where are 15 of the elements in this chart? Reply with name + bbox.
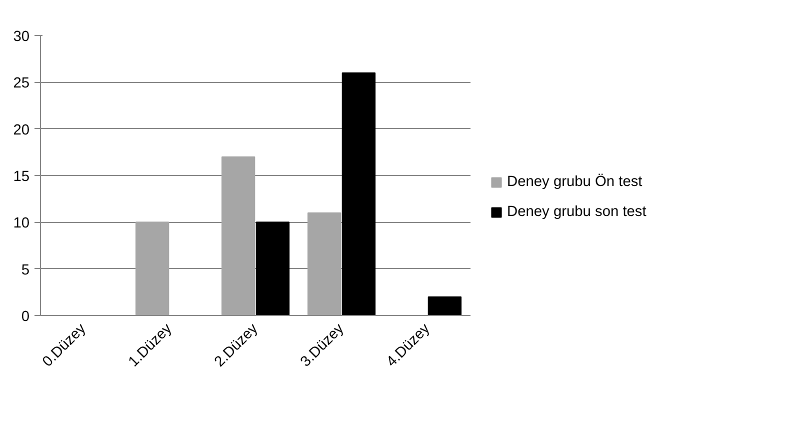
y-tick-label: 5	[21, 262, 30, 278]
y-tick-label: 10	[13, 216, 30, 232]
y-tick-label: 30	[13, 29, 30, 45]
y-tick-label: 20	[13, 122, 30, 138]
bar	[135, 222, 170, 316]
bar	[221, 156, 256, 316]
y-tick-label: 15	[13, 169, 30, 185]
bar	[307, 212, 342, 316]
bar	[428, 296, 462, 316]
legend-label: Deney grubu Ön test	[507, 174, 642, 190]
y-tick-label: 25	[13, 76, 30, 92]
bar	[342, 72, 376, 316]
bar	[256, 222, 290, 316]
y-tick-label: 0	[21, 309, 30, 325]
legend-label: Deney grubu son test	[507, 204, 646, 220]
